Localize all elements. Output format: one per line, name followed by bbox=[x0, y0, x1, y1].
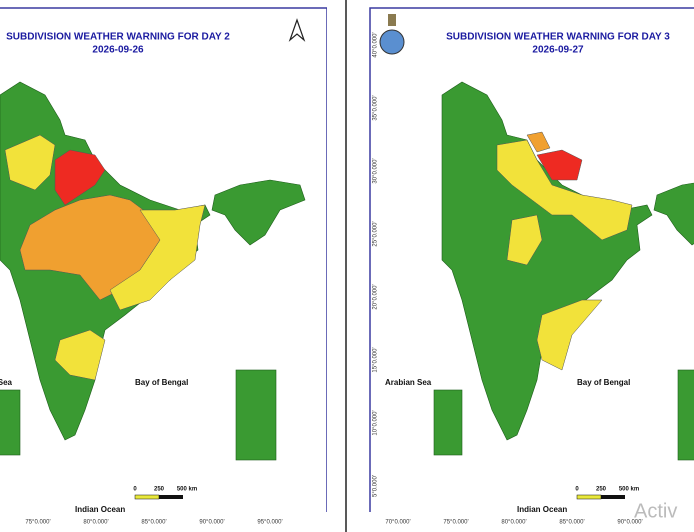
y-coord-label: 20°0.000' bbox=[373, 284, 379, 309]
x-coord-label: 85°0.000' bbox=[141, 520, 166, 526]
scale-label: 250 bbox=[154, 487, 165, 493]
y-coord-label: 40°0.000' bbox=[373, 32, 379, 57]
scale-bar bbox=[576, 494, 602, 500]
warning-zone bbox=[506, 214, 543, 266]
y-coord-label: 30°0.000' bbox=[373, 158, 379, 183]
lakshadweep-box bbox=[433, 389, 463, 456]
x-coord-label: 75°0.000' bbox=[25, 520, 50, 526]
y-coord-label: 5°0.000' bbox=[373, 475, 379, 497]
warning-zone bbox=[54, 149, 106, 206]
panel-day2: SUBDIVISION WEATHER WARNING FOR DAY 2 202… bbox=[0, 7, 327, 526]
warning-zone bbox=[526, 131, 551, 153]
x-coord-label: 80°0.000' bbox=[83, 520, 108, 526]
panel-date: 2026-09-27 bbox=[532, 45, 584, 56]
y-coord-label: 15°0.000' bbox=[373, 347, 379, 372]
x-coord-label: 90°0.000' bbox=[199, 520, 224, 526]
sea-label: Arabian Sea bbox=[0, 378, 13, 387]
warning-zone bbox=[536, 149, 583, 181]
x-coord-label: 95°0.000' bbox=[257, 520, 282, 526]
panel-frame bbox=[0, 7, 327, 512]
imd-logo bbox=[379, 29, 405, 55]
warning-zone bbox=[496, 139, 633, 241]
scale-bar bbox=[601, 495, 625, 499]
north-arrow bbox=[288, 18, 306, 42]
y-coord-label: 25°0.000' bbox=[373, 221, 379, 246]
sea-label: Bay of Bengal bbox=[135, 378, 188, 387]
y-coord-label: 35°0.000' bbox=[373, 95, 379, 120]
x-coord-label: 85°0.000' bbox=[559, 520, 584, 526]
warning-zone bbox=[536, 299, 603, 371]
northeast-map bbox=[211, 179, 306, 246]
sea-label: Bay of Bengal bbox=[577, 378, 630, 387]
y-coord-label: 10°0.000' bbox=[373, 410, 379, 435]
x-coord-label: 90°0.000' bbox=[617, 520, 642, 526]
scale-bar bbox=[134, 494, 160, 500]
scale-label: 250 bbox=[596, 487, 607, 493]
panel-title: SUBDIVISION WEATHER WARNING FOR DAY 2 bbox=[6, 32, 230, 43]
scale-label: 0 bbox=[575, 487, 579, 493]
x-coord-label: 70°0.000' bbox=[385, 520, 410, 526]
sea-label: Indian Ocean bbox=[517, 505, 567, 514]
scale-label: 500 km bbox=[177, 487, 197, 493]
warning-zone bbox=[4, 134, 56, 191]
imd-emblem bbox=[388, 14, 396, 26]
sea-label: Arabian Sea bbox=[385, 378, 432, 387]
x-coord-label: 80°0.000' bbox=[501, 520, 526, 526]
watermark: Activ bbox=[634, 500, 677, 522]
panel-frame bbox=[369, 7, 694, 512]
scale-label: 500 km bbox=[619, 487, 639, 493]
panel-date: 2026-09-26 bbox=[92, 45, 144, 56]
sea-label: Indian Ocean bbox=[75, 505, 125, 514]
x-coord-label: 75°0.000' bbox=[443, 520, 468, 526]
scale-bar bbox=[159, 495, 183, 499]
andaman-box bbox=[235, 369, 277, 461]
andaman-box bbox=[677, 369, 694, 461]
panel-title: SUBDIVISION WEATHER WARNING FOR DAY 3 bbox=[446, 32, 670, 43]
warning-zone bbox=[54, 329, 106, 381]
warning-zone bbox=[109, 204, 206, 311]
panel-day3: SUBDIVISION WEATHER WARNING FOR DAY 3 202… bbox=[369, 7, 694, 526]
scale-label: 0 bbox=[133, 487, 137, 493]
lakshadweep-box bbox=[0, 389, 21, 456]
northeast-map bbox=[653, 182, 694, 246]
